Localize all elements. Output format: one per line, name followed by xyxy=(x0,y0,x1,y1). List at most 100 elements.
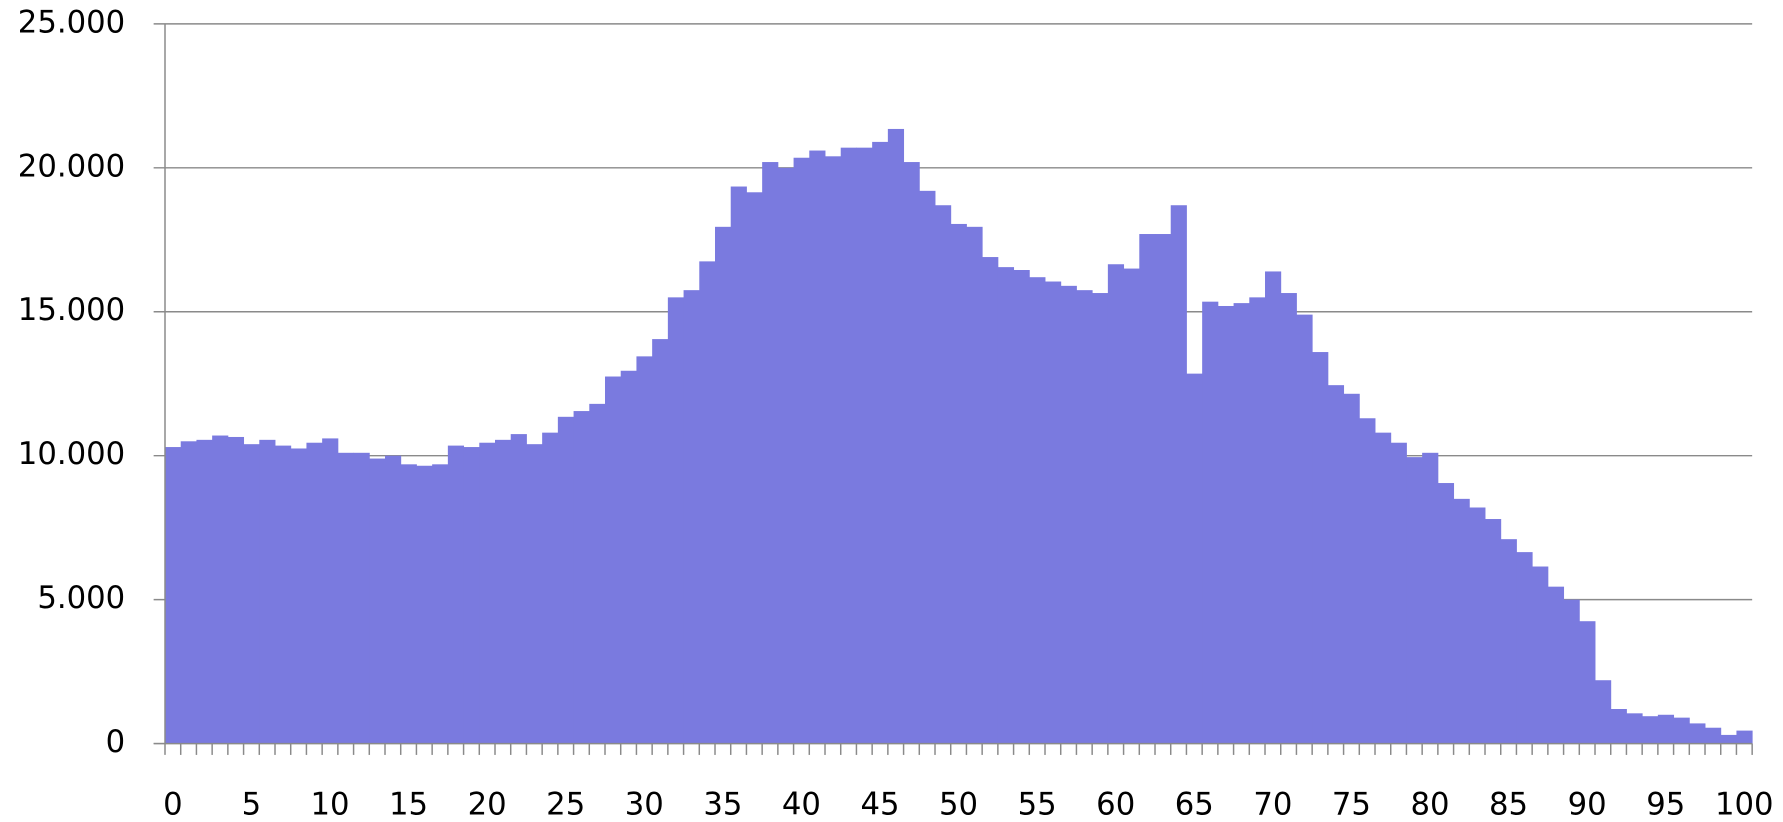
bar xyxy=(542,432,559,744)
bar xyxy=(715,226,732,744)
bar xyxy=(950,223,967,744)
bar xyxy=(180,441,197,744)
bar xyxy=(1390,442,1407,744)
bar xyxy=(1296,314,1313,744)
bar xyxy=(1076,290,1093,744)
bar xyxy=(1327,385,1345,744)
bar xyxy=(243,444,260,744)
bar xyxy=(1642,716,1659,744)
bar xyxy=(667,297,685,744)
bar xyxy=(306,442,323,744)
bar xyxy=(1280,293,1297,744)
bar xyxy=(479,442,496,744)
x-tick-label: 100 xyxy=(1715,788,1774,822)
bar xyxy=(322,438,339,744)
bar xyxy=(1485,519,1502,744)
bar xyxy=(746,192,763,744)
x-tick-label: 70 xyxy=(1253,788,1292,822)
bar xyxy=(337,452,355,744)
bar xyxy=(557,416,575,744)
x-tick-label: 15 xyxy=(389,788,428,822)
bar xyxy=(1312,352,1329,744)
bar xyxy=(620,370,637,744)
bar xyxy=(416,465,433,744)
bar xyxy=(1626,713,1643,744)
x-tick-label: 90 xyxy=(1568,788,1607,822)
y-tick-label: 0 xyxy=(106,725,126,760)
bar xyxy=(825,156,842,744)
bar xyxy=(1657,714,1675,744)
bar xyxy=(463,447,480,744)
bar xyxy=(1123,268,1140,744)
bar xyxy=(1532,566,1549,744)
bar xyxy=(1469,507,1486,744)
bar xyxy=(432,464,449,744)
bar xyxy=(1500,539,1517,744)
bar xyxy=(1453,498,1470,744)
bar xyxy=(212,435,229,744)
bar xyxy=(1249,297,1266,744)
bar xyxy=(856,147,873,744)
x-tick-label: 85 xyxy=(1489,788,1528,822)
bar xyxy=(275,445,292,744)
bar xyxy=(1736,730,1753,744)
bar xyxy=(447,445,465,744)
x-tick-label: 60 xyxy=(1096,788,1135,822)
bar xyxy=(777,167,795,744)
bar xyxy=(1375,432,1392,744)
x-tick-label: 95 xyxy=(1646,788,1685,822)
x-tick-label: 0 xyxy=(163,788,183,822)
bar xyxy=(1563,599,1580,744)
bar xyxy=(605,376,622,744)
y-tick-label: 5.000 xyxy=(37,581,125,616)
bar xyxy=(762,162,779,744)
bar xyxy=(385,455,402,744)
x-tick-label: 45 xyxy=(860,788,899,822)
bar xyxy=(1202,301,1219,744)
bar xyxy=(1359,418,1376,744)
bar xyxy=(872,141,889,744)
x-tick-label: 5 xyxy=(242,788,262,822)
bar xyxy=(573,411,590,744)
bar xyxy=(1422,452,1439,744)
y-tick-label: 25.000 xyxy=(18,5,125,40)
bar xyxy=(1013,270,1030,744)
bar xyxy=(1547,586,1565,744)
bar xyxy=(510,434,527,744)
x-tick-label: 65 xyxy=(1175,788,1214,822)
bar xyxy=(369,458,386,744)
x-tick-label: 55 xyxy=(1018,788,1057,822)
bar xyxy=(793,157,810,744)
y-tick-label: 10.000 xyxy=(18,437,125,472)
x-tick-label: 25 xyxy=(546,788,585,822)
bar xyxy=(1029,277,1046,744)
bar xyxy=(1155,234,1172,744)
bar xyxy=(903,162,920,744)
y-tick-label: 20.000 xyxy=(18,149,125,184)
bar xyxy=(809,150,826,744)
bar xyxy=(526,444,543,744)
x-tick-label: 35 xyxy=(703,788,742,822)
bar xyxy=(1343,393,1360,744)
bar xyxy=(919,190,936,744)
bar xyxy=(1060,285,1077,744)
bar xyxy=(982,257,999,744)
bar xyxy=(840,147,857,744)
bar xyxy=(699,261,716,744)
bar xyxy=(1406,457,1423,744)
bar xyxy=(1705,727,1722,744)
bar xyxy=(1673,717,1690,744)
bar xyxy=(652,339,669,744)
bar xyxy=(589,403,606,744)
x-tick-label: 20 xyxy=(468,788,507,822)
bar xyxy=(1170,205,1187,744)
bar xyxy=(997,267,1015,744)
x-tick-label: 50 xyxy=(939,788,978,822)
x-tick-label: 75 xyxy=(1332,788,1371,822)
bar xyxy=(1186,373,1203,744)
bar xyxy=(165,447,182,744)
bar xyxy=(259,439,276,744)
bar xyxy=(1107,264,1125,744)
bar xyxy=(400,464,417,744)
